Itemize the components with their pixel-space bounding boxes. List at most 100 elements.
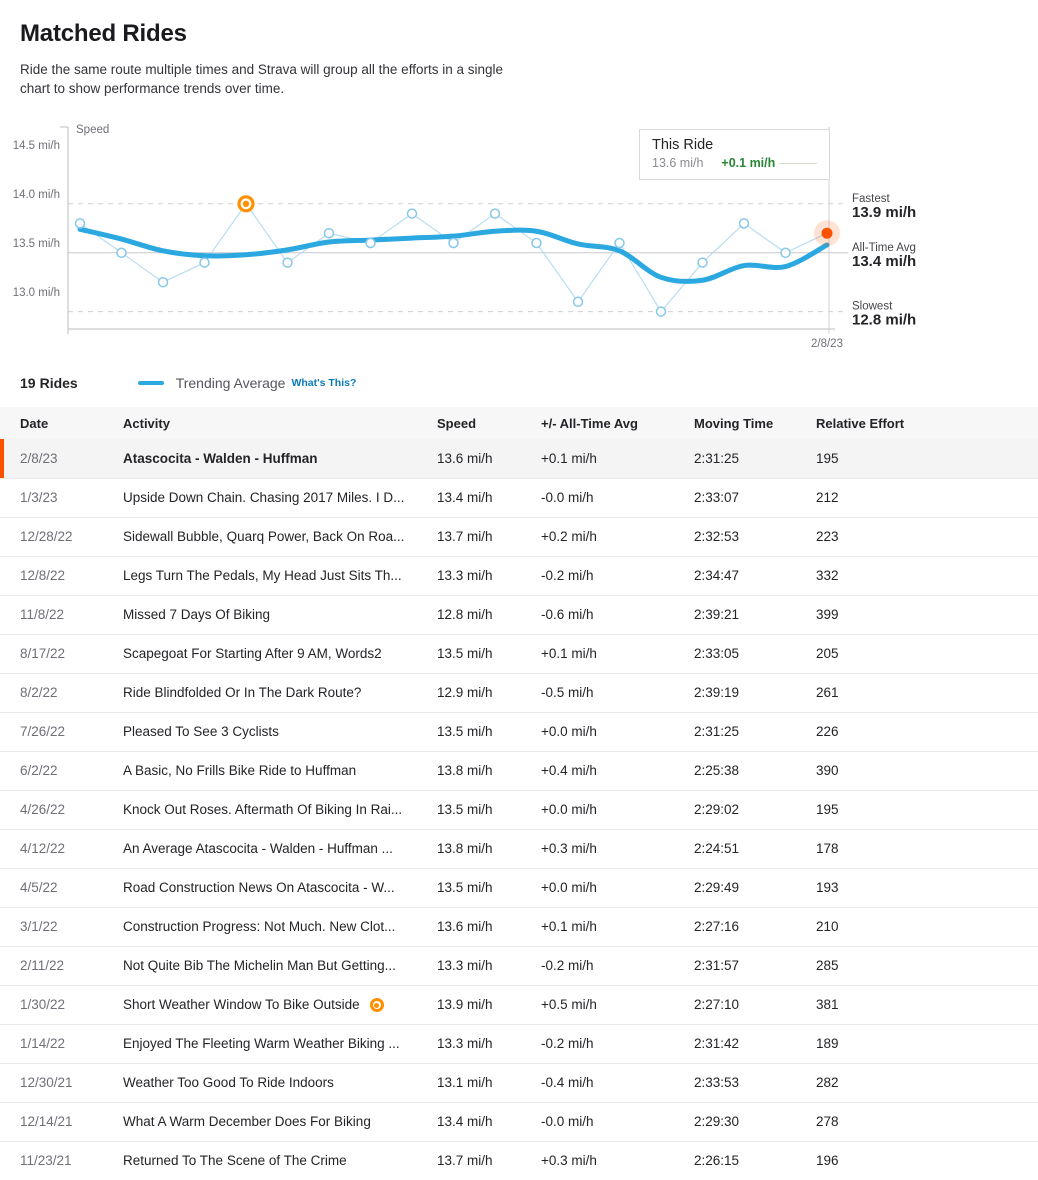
ride-moving-time: 2:31:57 xyxy=(694,946,816,986)
ride-point[interactable] xyxy=(572,296,584,308)
ride-point[interactable] xyxy=(406,208,418,219)
ride-date: 12/14/21 xyxy=(0,1102,123,1142)
table-row[interactable]: 1/30/22 Short Weather Window To Bike Outs… xyxy=(0,985,1038,1025)
ride-speed: 12.8 mi/h xyxy=(437,595,541,635)
table-row[interactable]: 6/2/22 A Basic, No Frills Bike Ride to Hu… xyxy=(0,751,1038,791)
ride-point[interactable] xyxy=(531,237,542,249)
reference-label: Slowest xyxy=(852,301,893,313)
ride-moving-time: 2:39:21 xyxy=(694,595,816,635)
ride-moving-time: 2:29:02 xyxy=(694,790,816,830)
ride-delta: -0.2 mi/h xyxy=(541,946,694,986)
ride-speed: 13.5 mi/h xyxy=(437,712,541,752)
table-row[interactable]: 8/2/22 Ride Blindfolded Or In The Dark Ro… xyxy=(0,673,1038,713)
ride-point[interactable] xyxy=(365,237,376,249)
chart-tooltip: This Ride 13.6 mi/h +0.1 mi/h xyxy=(639,129,830,180)
ride-relative-effort: 278 xyxy=(816,1102,1038,1142)
ride-delta: -0.5 mi/h xyxy=(541,673,694,713)
ride-point[interactable] xyxy=(614,237,625,249)
reference-label: All-Time Avg xyxy=(852,242,916,254)
ride-date: 8/17/22 xyxy=(0,634,123,674)
table-row[interactable]: 4/26/22 Knock Out Roses. Aftermath Of Bik… xyxy=(0,790,1038,830)
ride-speed: 13.1 mi/h xyxy=(437,1063,541,1103)
reference-value: 13.4 mi/h xyxy=(852,253,916,270)
table-row[interactable]: 12/28/22 Sidewall Bubble, Quarq Power, Ba… xyxy=(0,517,1038,557)
table-row[interactable]: 12/14/21 What A Warm December Does For Bi… xyxy=(0,1102,1038,1142)
ride-activity: Not Quite Bib The Michelin Man But Getti… xyxy=(123,946,437,986)
ride-point[interactable] xyxy=(655,306,667,317)
ride-date: 4/26/22 xyxy=(0,790,123,830)
ride-moving-time: 2:26:15 xyxy=(694,1141,816,1180)
ride-activity: Pleased To See 3 Cyclists xyxy=(123,712,437,752)
y-tick-label: 13.5 mi/h xyxy=(13,238,60,250)
ride-relative-effort: 212 xyxy=(816,478,1038,518)
ride-delta: +0.1 mi/h xyxy=(541,439,694,479)
table-row[interactable]: 1/14/22 Enjoyed The Fleeting Warm Weather… xyxy=(0,1024,1038,1064)
table-row[interactable]: 4/5/22 Road Construction News On Atascoci… xyxy=(0,868,1038,908)
tooltip-leader-line xyxy=(779,162,817,164)
ride-relative-effort: 261 xyxy=(816,673,1038,713)
ride-speed: 13.7 mi/h xyxy=(437,1141,541,1180)
ride-activity: Sidewall Bubble, Quarq Power, Back On Ro… xyxy=(123,517,437,557)
table-row[interactable]: 4/12/22 An Average Atascocita - Walden - … xyxy=(0,829,1038,869)
ride-activity: Knock Out Roses. Aftermath Of Biking In … xyxy=(123,790,437,830)
table-row[interactable]: 2/8/23 Atascocita - Walden - Huffman 13.6 … xyxy=(0,439,1038,479)
table-row[interactable]: 1/3/23 Upside Down Chain. Chasing 2017 Mi… xyxy=(0,478,1038,518)
ride-relative-effort: 205 xyxy=(816,634,1038,674)
ride-relative-effort: 195 xyxy=(816,790,1038,830)
ride-point[interactable] xyxy=(74,218,86,229)
col-header-date: Date xyxy=(0,407,123,439)
ride-delta: +0.3 mi/h xyxy=(541,1141,694,1180)
ride-relative-effort: 282 xyxy=(816,1063,1038,1103)
table-row[interactable]: 3/1/22 Construction Progress: Not Much. N… xyxy=(0,907,1038,947)
ride-moving-time: 2:31:25 xyxy=(694,712,816,752)
ride-point[interactable] xyxy=(323,227,335,239)
ride-point[interactable] xyxy=(282,257,293,268)
reference-value: 13.9 mi/h xyxy=(852,204,916,221)
col-header-activity: Activity xyxy=(123,407,437,439)
ride-activity: Legs Turn The Pedals, My Head Just Sits … xyxy=(123,556,437,596)
ride-delta: -0.2 mi/h xyxy=(541,1024,694,1064)
ride-point[interactable] xyxy=(738,218,750,229)
ride-delta: -0.6 mi/h xyxy=(541,595,694,635)
ride-point[interactable] xyxy=(448,237,459,249)
table-row[interactable]: 12/8/22 Legs Turn The Pedals, My Head Jus… xyxy=(0,556,1038,596)
ride-point[interactable] xyxy=(697,257,708,268)
table-row[interactable]: 7/26/22 Pleased To See 3 Cyclists 13.5 mi/… xyxy=(0,712,1038,752)
ride-speed: 12.9 mi/h xyxy=(437,673,541,713)
ride-activity: A Basic, No Frills Bike Ride to Huffman xyxy=(123,751,437,791)
ride-moving-time: 2:29:49 xyxy=(694,868,816,908)
whats-this-link[interactable]: What's This? xyxy=(291,377,357,389)
ride-relative-effort: 399 xyxy=(816,595,1038,635)
ride-delta: +0.0 mi/h xyxy=(541,790,694,830)
ride-point[interactable] xyxy=(157,276,169,288)
table-row[interactable]: 11/8/22 Missed 7 Days Of Biking 12.8 mi/h -… xyxy=(0,595,1038,635)
page-title: Matched Rides xyxy=(20,20,187,47)
table-row[interactable]: 12/30/21 Weather Too Good To Ride Indoors… xyxy=(0,1063,1038,1103)
ride-moving-time: 2:31:25 xyxy=(694,439,816,479)
ride-activity: Short Weather Window To Bike Outside xyxy=(123,985,437,1025)
ride-speed: 13.7 mi/h xyxy=(437,517,541,557)
current-ride-point[interactable] xyxy=(821,227,833,239)
ride-point[interactable] xyxy=(116,247,127,259)
table-row[interactable]: 8/17/22 Scapegoat For Starting After 9 AM… xyxy=(0,634,1038,674)
ride-speed: 13.5 mi/h xyxy=(437,634,541,674)
ride-point[interactable] xyxy=(780,247,791,259)
ride-delta: +0.4 mi/h xyxy=(541,751,694,791)
ride-point[interactable] xyxy=(199,257,210,268)
speed-trend-chart[interactable]: Fastest 13.9 mi/h All-Time Avg 13.4 mi/h Slo… xyxy=(0,111,1038,359)
ride-date: 7/26/22 xyxy=(0,712,123,752)
table-row[interactable]: 2/11/22 Not Quite Bib The Michelin Man Bu… xyxy=(0,946,1038,986)
ride-moving-time: 2:33:07 xyxy=(694,478,816,518)
ride-point[interactable] xyxy=(489,208,501,219)
ride-speed: 13.3 mi/h xyxy=(437,556,541,596)
page-description: Ride the same route multiple times and S… xyxy=(20,62,503,96)
ride-speed: 13.4 mi/h xyxy=(437,478,541,518)
table-row[interactable]: 11/23/21 Returned To The Scene of The Cri… xyxy=(0,1141,1038,1180)
ride-delta: -0.2 mi/h xyxy=(541,556,694,596)
ride-date: 12/28/22 xyxy=(0,517,123,557)
ride-delta: +0.0 mi/h xyxy=(541,712,694,752)
ride-activity: Scapegoat For Starting After 9 AM, Words… xyxy=(123,634,437,674)
ride-date: 12/8/22 xyxy=(0,556,123,596)
